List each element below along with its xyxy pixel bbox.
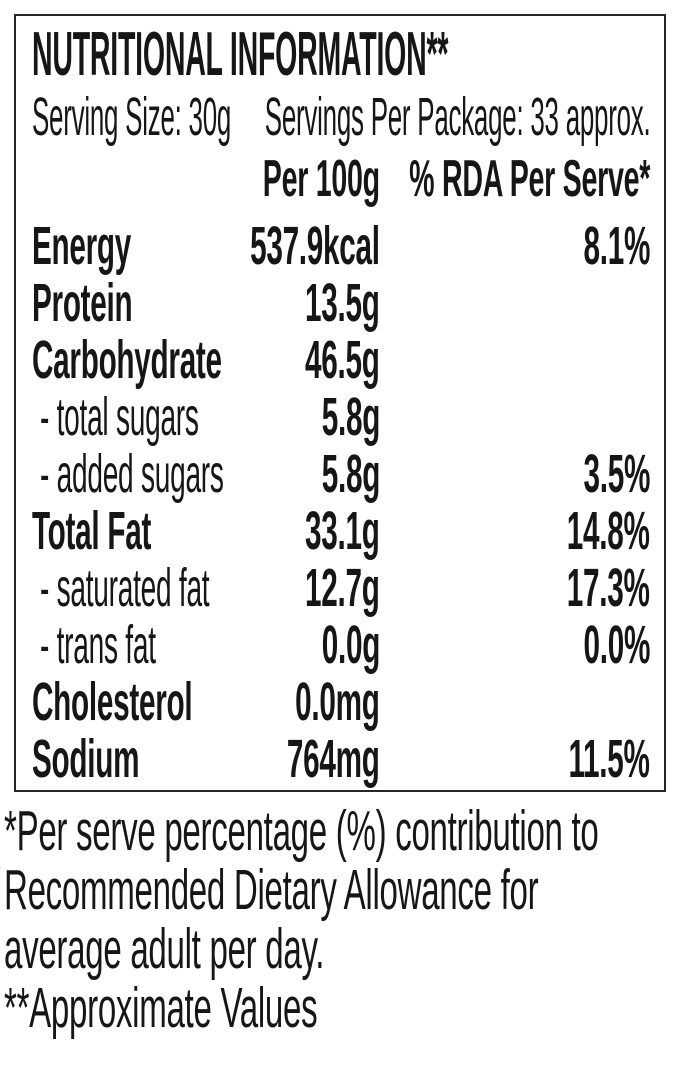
per-100g-value: 537.9kcal (250, 216, 380, 276)
rda-value: 17.3% (567, 558, 650, 618)
servings-per-package: Servings Per Package: 33 approx. (264, 87, 650, 147)
column-header-row: Per 100g % RDA Per Serve* (32, 148, 650, 210)
serving-info-row: Serving Size: 30g Servings Per Package: … (32, 86, 650, 148)
footnote-text: **Approximate Values (4, 976, 318, 1040)
per-100g-value: 12.7g (305, 558, 380, 618)
rda-value: 0.0% (583, 615, 650, 675)
nutrient-name: Cholesterol (32, 672, 193, 732)
per-100g-value: 13.5g (305, 273, 380, 333)
nutrient-name: Energy (32, 216, 132, 276)
serving-size: Serving Size: 30g (32, 87, 232, 147)
per-100g-value: 5.8g (321, 387, 381, 447)
nutrient-name: Protein (32, 273, 133, 333)
nutrient-name: - saturated fat (40, 558, 210, 618)
footnotes: *Per serve percentage (%) contribution t… (4, 802, 676, 1038)
rda-value: 3.5% (583, 444, 650, 504)
panel-title-row: NUTRITIONAL INFORMATION** (32, 24, 650, 86)
rda-value: 8.1% (583, 216, 650, 276)
table-row: - total sugars 5.8g (32, 389, 650, 446)
table-row: Carbohydrate 46.5g (32, 332, 650, 389)
per-100g-value: 33.1g (305, 501, 380, 561)
footnote-line: Recommended Dietary Allowance for (4, 861, 676, 920)
table-row: - saturated fat 12.7g 17.3% (32, 560, 650, 617)
column-header-rda-per-serve: % RDA Per Serve* (409, 150, 650, 208)
per-100g-value: 764mg (287, 729, 380, 789)
rda-value: 14.8% (567, 501, 650, 561)
nutrition-panel: NUTRITIONAL INFORMATION** Serving Size: … (14, 14, 666, 792)
nutrient-name: - added sugars (40, 444, 224, 504)
footnote-line: **Approximate Values (4, 979, 676, 1038)
rda-value: 11.5% (568, 729, 650, 789)
per-100g-value: 46.5g (305, 330, 380, 390)
table-row: - added sugars 5.8g 3.5% (32, 446, 650, 503)
footnote-line: average adult per day. (4, 920, 676, 979)
per-100g-value: 0.0mg (295, 672, 381, 732)
table-row: Sodium 764mg 11.5% (32, 731, 650, 788)
table-row: Total Fat 33.1g 14.8% (32, 503, 650, 560)
nutrient-name: Total Fat (32, 501, 152, 561)
nutrient-name: - trans fat (40, 615, 156, 675)
table-row: Energy 537.9kcal 8.1% (32, 218, 650, 275)
table-row: Protein 13.5g (32, 275, 650, 332)
panel-title: NUTRITIONAL INFORMATION** (32, 20, 449, 89)
table-row: Cholesterol 0.0mg (32, 674, 650, 731)
per-100g-value: 0.0g (321, 615, 381, 675)
nutrient-name: - total sugars (40, 387, 199, 447)
column-header-per-100g: Per 100g (262, 150, 380, 208)
nutrient-name: Sodium (32, 729, 140, 789)
footnote-text: Recommended Dietary Allowance for (4, 858, 539, 922)
footnote-line: *Per serve percentage (%) contribution t… (4, 802, 676, 861)
nutrient-name: Carbohydrate (32, 330, 222, 390)
footnote-text: average adult per day. (4, 917, 325, 981)
footnote-text: *Per serve percentage (%) contribution t… (4, 799, 599, 863)
per-100g-value: 5.8g (321, 444, 381, 504)
table-row: - trans fat 0.0g 0.0% (32, 617, 650, 674)
